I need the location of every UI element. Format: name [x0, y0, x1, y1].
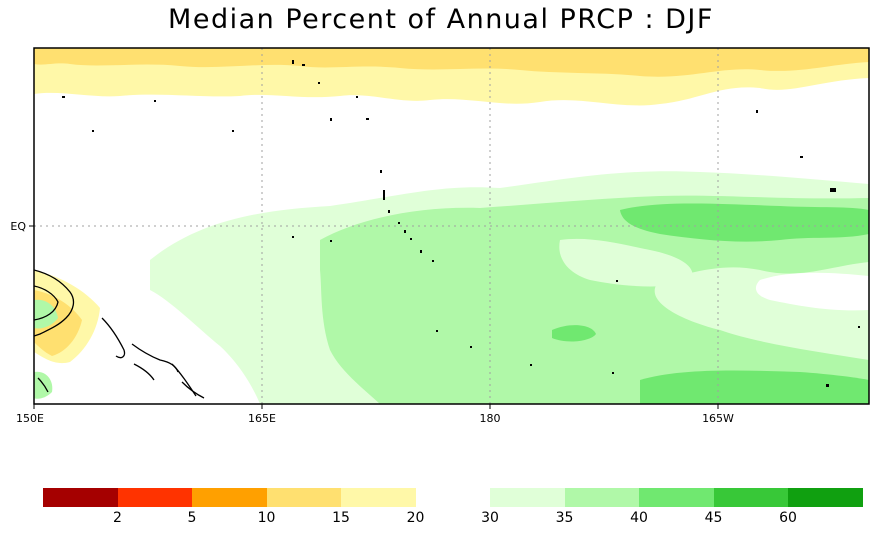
colorbar-swatch	[415, 488, 491, 507]
colorbar-swatch	[192, 488, 267, 507]
shade-40-45-patch	[552, 325, 596, 342]
shade-35-40	[320, 195, 869, 404]
hole-dry-zone	[559, 238, 693, 287]
colorbar-label: 20	[406, 510, 425, 526]
colorbar-label: 30	[481, 510, 499, 526]
colorbar-label: 35	[555, 510, 574, 526]
island-dots	[62, 60, 860, 387]
colorbar-label: 45	[704, 510, 723, 526]
colorbar-swatch	[117, 488, 193, 507]
chart-title: Median Percent of Annual PRCP : DJF	[168, 4, 714, 35]
colorbar-swatch	[713, 488, 789, 507]
x-tick-165e: 165E	[248, 412, 276, 425]
colorbar-label: 5	[187, 510, 197, 526]
colorbar-label: 10	[257, 510, 276, 526]
colorbar-swatch	[266, 488, 342, 507]
coastlines	[34, 269, 205, 399]
x-tick-165w: 165W	[702, 412, 734, 425]
map-grid	[34, 48, 869, 404]
colorbar-label: 2	[113, 510, 122, 526]
colorbar-swatch	[788, 488, 863, 507]
x-tick-180: 180	[480, 412, 501, 425]
colorbar-swatch	[490, 488, 565, 507]
shade-35-40-png	[34, 299, 58, 329]
shade-10-15-north	[34, 48, 869, 77]
colorbar-label: 60	[779, 510, 797, 526]
colorbar-swatch	[43, 488, 118, 507]
shade-40-45	[620, 203, 869, 242]
colorbar-swatch	[639, 488, 714, 507]
y-tick-eq: EQ	[10, 220, 26, 233]
colorbar-swatch	[564, 488, 640, 507]
colorbar-swatch	[341, 488, 416, 507]
colorbar-label: 15	[332, 510, 350, 526]
colorbar-label: 40	[630, 510, 648, 526]
x-tick-150e: 150E	[16, 412, 44, 425]
hole-white-east	[755, 272, 869, 311]
shade-40-45-south	[640, 370, 869, 404]
